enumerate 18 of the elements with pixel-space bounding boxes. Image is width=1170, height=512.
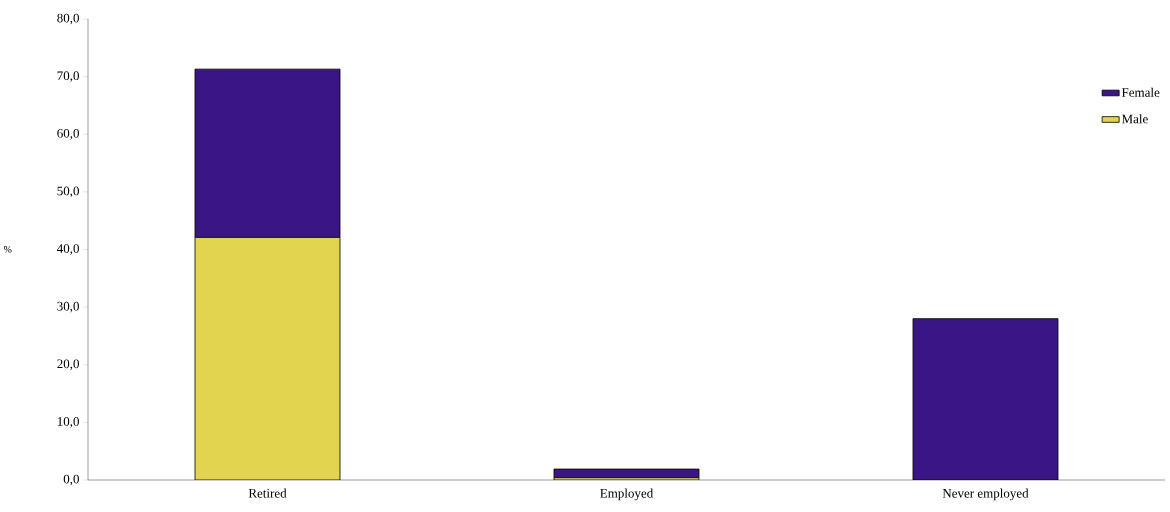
y-tick-label: 40,0 xyxy=(56,244,79,255)
legend-label: Male xyxy=(1121,114,1148,124)
bar xyxy=(194,68,341,238)
y-tick-label: 0,0 xyxy=(63,474,79,486)
y-tick-label: 50,0 xyxy=(57,186,79,198)
y-tick-label: 10,0 xyxy=(57,417,79,428)
x-tick-label: Retired xyxy=(248,488,287,498)
y-axis-title: % xyxy=(3,246,12,253)
x-tick-label: Employed xyxy=(600,488,654,501)
bar xyxy=(912,318,1059,480)
y-tick-label: 30,0 xyxy=(57,301,79,313)
y-tick-label: 70,0 xyxy=(57,71,79,82)
legend-label: Female xyxy=(1121,87,1160,97)
y-tick-label: 80,0 xyxy=(57,13,79,25)
bar xyxy=(194,237,341,480)
x-tick-label: Never employed xyxy=(942,488,1029,501)
y-tick-label: 60,0 xyxy=(57,128,79,140)
y-tick-label: 20,0 xyxy=(57,359,79,371)
